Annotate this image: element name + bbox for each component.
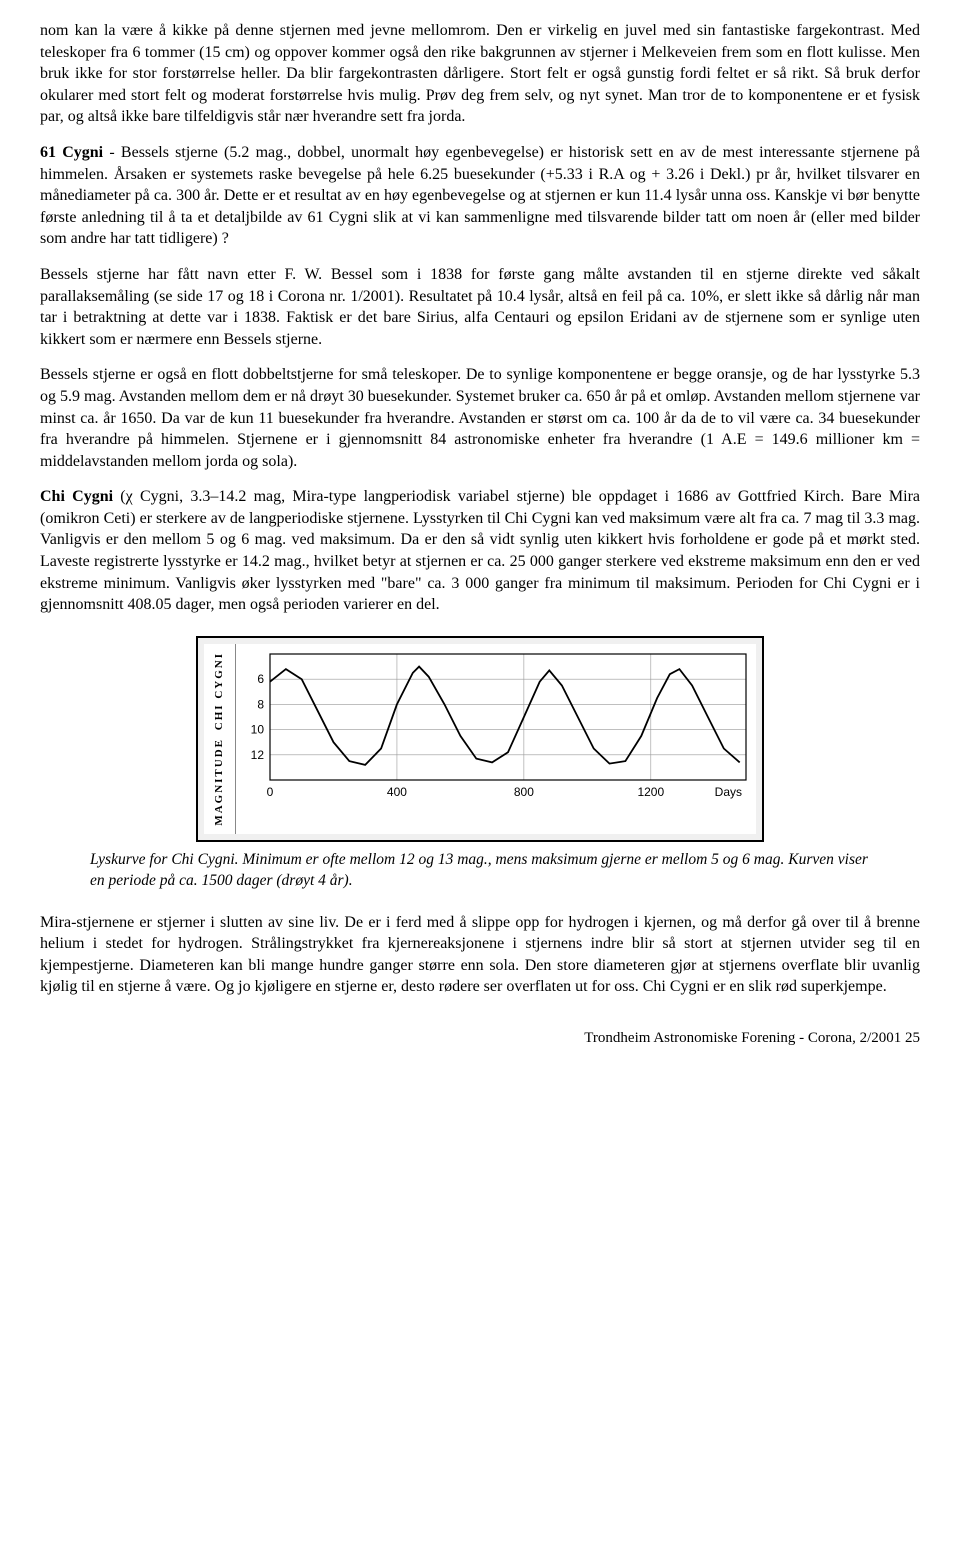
paragraph-5: Chi Cygni (χ Cygni, 3.3–14.2 mag, Mira-t… — [40, 486, 920, 616]
svg-text:12: 12 — [251, 748, 265, 762]
svg-text:0: 0 — [267, 785, 274, 799]
svg-text:8: 8 — [257, 697, 264, 711]
paragraph-1: nom kan la være å kikke på denne stjerne… — [40, 20, 920, 128]
svg-text:6: 6 — [257, 672, 264, 686]
p2-bold: 61 Cygni — [40, 144, 103, 161]
p5-rest: (χ Cygni, 3.3–14.2 mag, Mira-type langpe… — [40, 488, 920, 613]
svg-text:400: 400 — [387, 785, 407, 799]
figure-caption: Lyskurve for Chi Cygni. Minimum er ofte … — [90, 850, 870, 892]
chart-left-labels: CHI CYGNI MAGNITUDE — [204, 644, 236, 834]
svg-text:1200: 1200 — [637, 785, 664, 799]
paragraph-2: 61 Cygni - Bessels stjerne (5.2 mag., do… — [40, 142, 920, 250]
p5-bold: Chi Cygni — [40, 488, 113, 505]
page-footer: Trondheim Astronomiske Forening - Corona… — [40, 1028, 920, 1048]
light-curve-chart: 6 8 10 12 0 400 800 1200 Days — [236, 644, 756, 804]
light-curve-figure: CHI CYGNI MAGNITUDE 6 8 10 12 0 400 800 1200 Day… — [40, 636, 920, 842]
svg-text:10: 10 — [251, 722, 265, 736]
paragraph-3: Bessels stjerne har fått navn etter F. W… — [40, 264, 920, 350]
p2-rest: - Bessels stjerne (5.2 mag., dobbel, uno… — [40, 144, 920, 247]
chart-outer-box: CHI CYGNI MAGNITUDE 6 8 10 12 0 400 800 1200 Day… — [196, 636, 764, 842]
paragraph-6: Mira-stjernene er stjerner i slutten av … — [40, 912, 920, 998]
chart-label-chi-cygni: CHI CYGNI — [212, 652, 227, 730]
svg-text:800: 800 — [514, 785, 534, 799]
chart-label-magnitude: MAGNITUDE — [212, 738, 227, 826]
chart-inner: CHI CYGNI MAGNITUDE 6 8 10 12 0 400 800 1200 Day… — [204, 644, 756, 834]
svg-text:Days: Days — [715, 785, 742, 799]
paragraph-4: Bessels stjerne er også en flott dobbelt… — [40, 364, 920, 472]
